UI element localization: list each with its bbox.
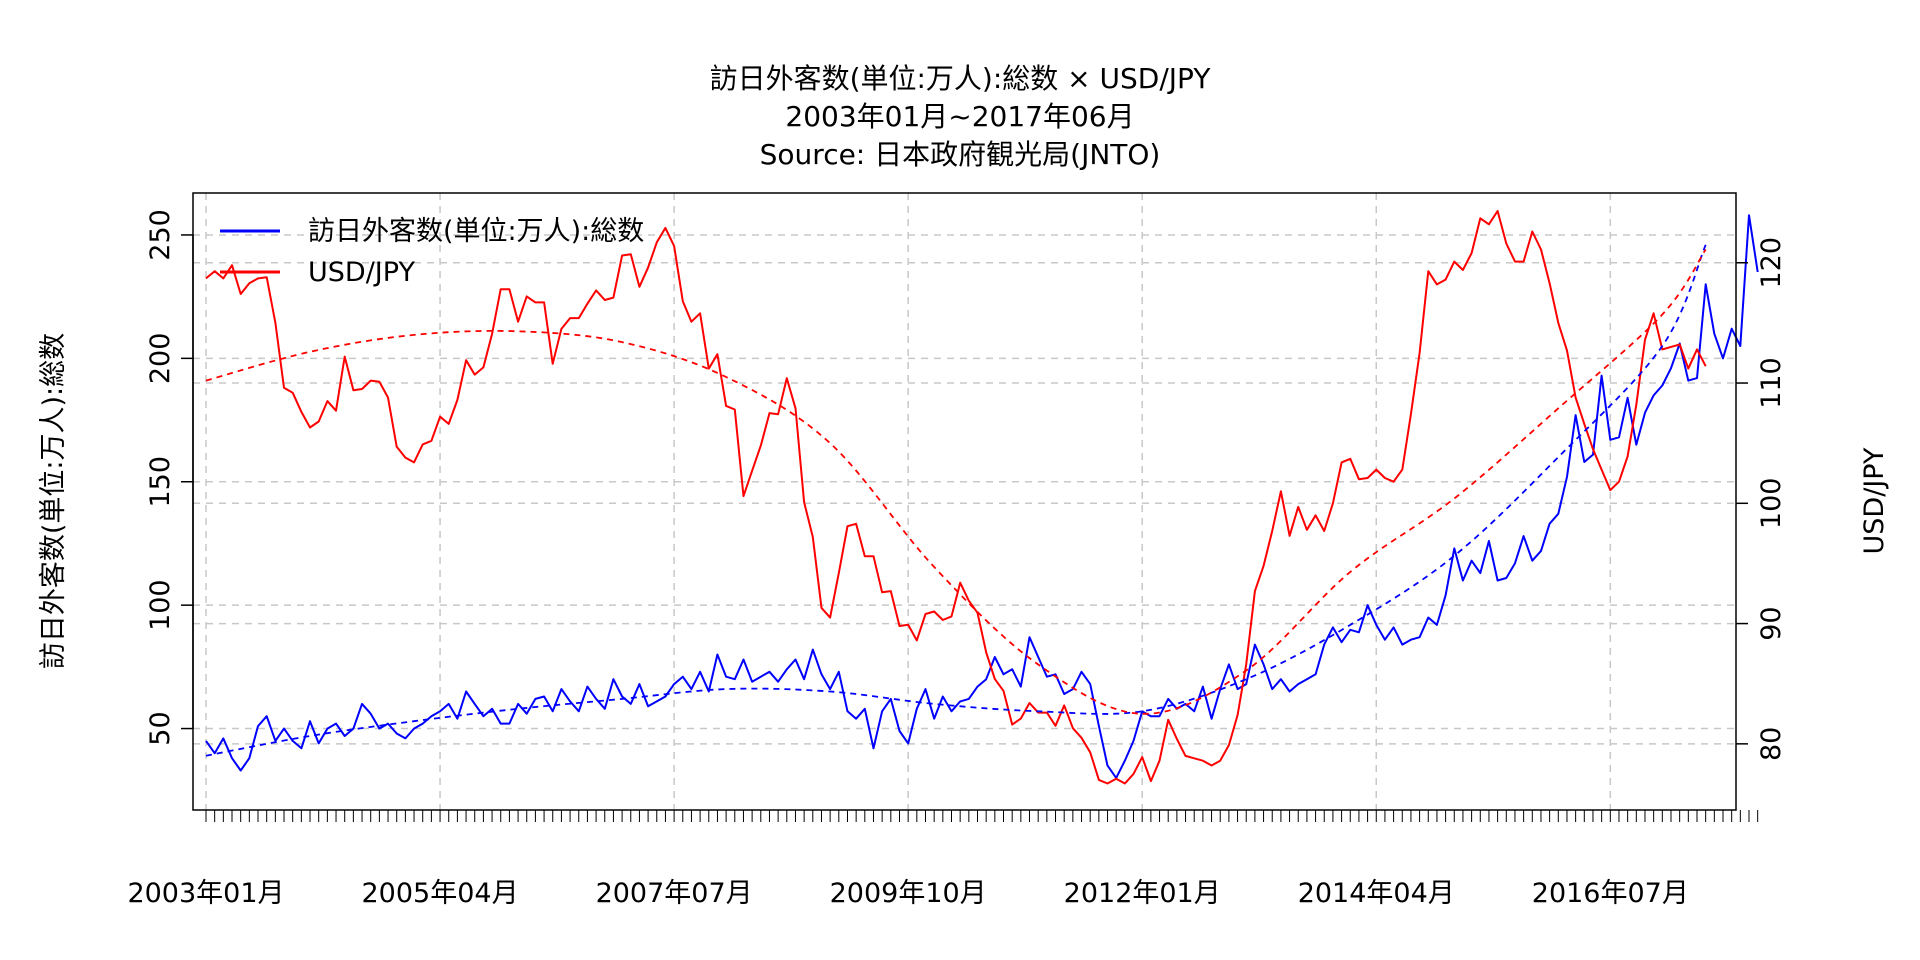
y-left-tick-label-2: 150 [145,456,176,508]
series-usdjpy-trend [205,248,1707,715]
y-right-tick-label-2: 100 [1756,478,1787,530]
chart-subtitle-period: 2003年01月~2017年06月 [785,100,1134,133]
y-axis-right: 80 90 100 110 120 [1736,237,1787,761]
y-axis-right-title: USD/JPY [1859,447,1890,554]
y-right-tick-label-1: 90 [1756,606,1787,640]
x-tick-label-0: 2003年01月 [127,878,284,909]
legend-label-usdjpy: USD/JPY [308,257,415,288]
y-left-tick-label-4: 250 [145,209,176,261]
x-tick-label-5: 2014年04月 [1298,878,1455,909]
x-tick-label-1: 2005年04月 [362,878,519,909]
chart-title: 訪日外客数(単位:万人):総数 × USD/JPY [710,62,1212,95]
legend-label-visitors: 訪日外客数(単位:万人):総数 [308,216,644,247]
x-tick-label-4: 2012年01月 [1064,878,1221,909]
y-axis-left: 50 100 150 200 250 [145,209,194,746]
y-right-tick-label-0: 80 [1756,727,1787,761]
legend: 訪日外客数(単位:万人):総数 USD/JPY [220,216,644,288]
x-tick-label-6: 2016年07月 [1532,878,1689,909]
y-left-tick-label-3: 200 [145,333,176,385]
y-axis-left-title: 訪日外客数(単位:万人):総数 [38,333,69,669]
series-line-0 [205,214,1759,779]
y-right-tick-label-3: 110 [1756,357,1787,409]
x-tick-label-2: 2007年07月 [596,878,753,909]
grid-lines [193,193,1736,810]
plot-frame [192,192,1737,811]
x-axis: 2003年01月 2005年04月 2007年07月 2009年10月 2012年01月… [127,810,1759,909]
x-tick-label-3: 2009年10月 [830,878,987,909]
chart-subtitle-source: Source: 日本政府観光局(JNTO) [760,138,1161,171]
series-visitors-trend [205,244,1707,757]
series-line-1 [205,210,1707,785]
y-left-tick-label-0: 50 [145,711,176,745]
y-right-tick-label-4: 120 [1756,237,1787,289]
y-left-tick-label-1: 100 [145,579,176,631]
series-lines [205,210,1759,785]
